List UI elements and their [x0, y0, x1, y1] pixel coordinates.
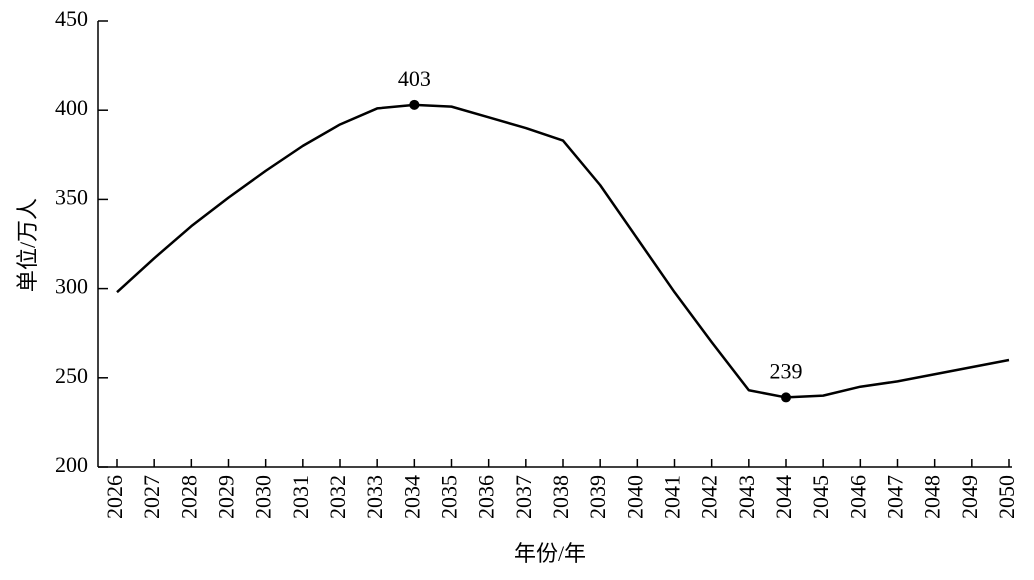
- x-tick-label: 2034: [399, 475, 424, 519]
- x-tick-label: 2048: [920, 475, 945, 519]
- x-tick-label: 2031: [288, 475, 313, 519]
- x-tick-label: 2033: [362, 475, 387, 519]
- x-tick-label: 2050: [994, 475, 1019, 519]
- point-marker: [409, 99, 420, 110]
- y-tick-label: 250: [55, 363, 88, 388]
- x-tick-label: 2049: [957, 475, 982, 519]
- y-tick-label: 200: [55, 452, 88, 477]
- x-tick-label: 2044: [771, 475, 796, 519]
- x-tick-label: 2039: [585, 475, 610, 519]
- x-tick-label: 2042: [697, 475, 722, 519]
- y-tick-label: 400: [55, 95, 88, 120]
- point-marker: [781, 392, 791, 403]
- x-tick-label: 2036: [474, 475, 499, 519]
- data-label: 239: [770, 358, 803, 383]
- x-tick-label: 2038: [548, 475, 573, 519]
- x-tick-label: 2026: [102, 475, 127, 519]
- x-tick-label: 2043: [734, 475, 759, 519]
- data-line: [116, 103, 1010, 399]
- x-tick-label: 2046: [845, 475, 870, 519]
- x-tick-label: 2041: [660, 475, 685, 519]
- y-tick-label: 350: [55, 184, 88, 209]
- x-tick-label: 2047: [883, 475, 908, 519]
- y-axis-label: 单位/万人: [15, 198, 40, 292]
- x-tick-label: 2027: [139, 475, 164, 519]
- x-tick-label: 2032: [325, 475, 350, 519]
- y-tick-label: 450: [55, 6, 88, 31]
- x-axis-label: 年份/年: [514, 541, 586, 566]
- x-tick-label: 2035: [437, 475, 462, 519]
- x-tick-label: 2037: [511, 475, 536, 519]
- x-tick-label: 2029: [214, 475, 239, 519]
- x-tick-label: 2045: [808, 475, 833, 519]
- y-tick-label: 300: [55, 274, 88, 299]
- x-tick-label: 2030: [251, 475, 276, 519]
- x-tick-label: 2028: [176, 475, 201, 519]
- x-tick-label: 2040: [622, 475, 647, 519]
- data-label: 403: [398, 66, 431, 91]
